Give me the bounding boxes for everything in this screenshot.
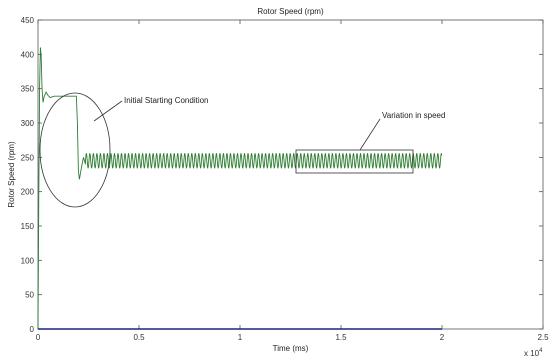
y-tick-label: 0 [30, 325, 35, 334]
y-tick-label: 350 [21, 85, 35, 94]
y-axis-label: Rotor Speed (rpm) [7, 141, 16, 208]
y-tick-label: 150 [21, 222, 35, 231]
y-tick-label: 300 [21, 119, 35, 128]
x-tick-label: 2.5 [537, 333, 549, 342]
rotor-speed-line [37, 47, 443, 330]
x-tick-label: 0 [36, 333, 41, 342]
x-tick-label: 1.5 [335, 333, 347, 342]
y-tick-label: 250 [21, 153, 35, 162]
initial-condition-arrow [93, 100, 123, 122]
series-lines [37, 47, 443, 330]
variation-arrow [359, 118, 381, 151]
y-tick-label: 400 [21, 50, 35, 59]
y-tick-label: 50 [25, 291, 34, 300]
chart-title: Rotor Speed (rpm) [257, 7, 324, 16]
initial-condition-label: Initial Starting Condition [124, 96, 209, 105]
x-axis-label: Time (ms) [273, 344, 309, 353]
x-axis-multiplier: x 104 [524, 348, 543, 358]
axis-ticks: 0 0.5 1 1.5 2 2.5 0 50 100 150 200 250 300 350 400 450 [21, 16, 549, 342]
variation-label: Variation in speed [382, 111, 445, 120]
y-tick-label: 100 [21, 256, 35, 265]
x-axis-multiplier-base: x 10 [524, 349, 540, 358]
y-tick-label: 450 [21, 16, 35, 25]
variation-box [295, 149, 414, 174]
x-tick-label: 2 [440, 333, 445, 342]
y-tick-label: 200 [21, 188, 35, 197]
x-axis-multiplier-exponent: 4 [539, 348, 543, 354]
initial-condition-ellipse [39, 92, 111, 208]
plot-area [37, 19, 544, 330]
x-tick-label: 1 [238, 333, 243, 342]
x-tick-label: 0.5 [133, 333, 145, 342]
